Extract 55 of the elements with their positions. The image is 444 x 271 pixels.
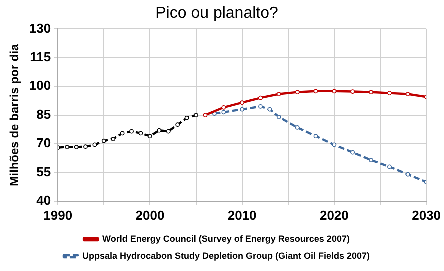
point: [369, 90, 374, 95]
point: [276, 115, 282, 120]
point: [387, 91, 392, 96]
point: [268, 107, 272, 112]
point: [258, 104, 263, 109]
point: [194, 113, 198, 118]
y-tick-label: 100: [29, 78, 52, 94]
point: [102, 138, 106, 144]
point: [350, 150, 356, 155]
chart-title: Pico ou planalto?: [156, 5, 278, 22]
x-tick-label: 2030: [412, 208, 441, 223]
point: [120, 131, 125, 136]
point: [166, 129, 171, 134]
point: [258, 96, 263, 100]
point: [314, 89, 318, 94]
point: [222, 105, 226, 110]
point: [369, 158, 374, 162]
legend-label: Uppsala Hydrocabon Study Depletion Group (Giant Oil Fields 2007): [82, 250, 370, 261]
point: [276, 92, 282, 96]
point: [332, 89, 337, 94]
y-tick-label: 70: [36, 136, 52, 151]
point: [184, 116, 190, 120]
point: [240, 107, 245, 112]
point: [148, 134, 152, 139]
point: [138, 131, 144, 136]
point: [387, 164, 392, 170]
y-tick-label: 55: [36, 164, 52, 180]
point: [130, 129, 134, 134]
point: [65, 145, 70, 150]
x-tick-label: 2010: [228, 208, 257, 223]
point: [157, 128, 162, 133]
point: [74, 145, 79, 150]
y-tick-label: 40: [36, 192, 52, 208]
point: [406, 172, 410, 177]
point: [406, 92, 410, 96]
y-axis-title: Milhões de barris por dia: [8, 44, 22, 186]
y-tick-label: 85: [36, 106, 52, 122]
point: [295, 126, 300, 130]
point: [350, 90, 356, 94]
point: [84, 144, 88, 150]
point: [111, 137, 116, 142]
point: [222, 110, 226, 115]
x-tick-label: 2000: [136, 208, 165, 223]
x-tick-label: 1990: [44, 208, 73, 223]
point: [314, 134, 318, 139]
x-tick-label: 2020: [320, 208, 349, 223]
point: [332, 142, 337, 148]
point: [176, 122, 180, 128]
point: [203, 113, 208, 118]
point: [92, 142, 98, 148]
y-tick-label: 115: [30, 49, 52, 64]
y-tick-label: 130: [29, 20, 52, 36]
point: [295, 90, 300, 95]
legend-label: World Energy Council (Survey of Energy Resources 2007): [102, 234, 350, 244]
point: [240, 100, 245, 106]
